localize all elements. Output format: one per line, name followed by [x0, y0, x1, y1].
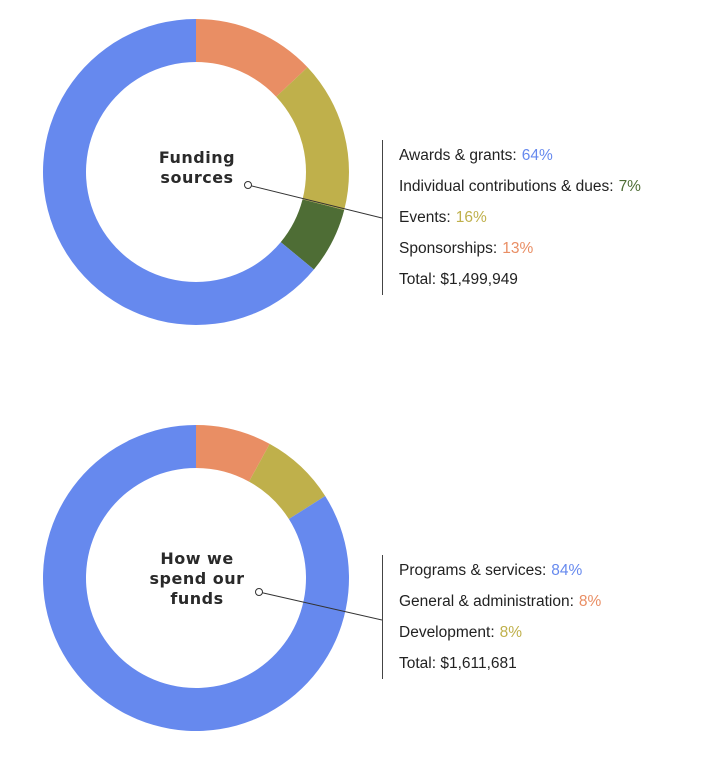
leader-line — [258, 591, 383, 621]
spending-legend: Programs & services: 84% General & adminis… — [382, 555, 601, 679]
legend-item-general-administration: General & administration: 8% — [399, 586, 601, 617]
legend-item-sponsorships: Sponsorships: 13% — [399, 233, 641, 264]
legend-label: Programs & services: — [399, 562, 547, 579]
spending-donut — [42, 425, 383, 731]
legend-label: Events: — [399, 209, 451, 226]
legend-item-programs-services: Programs & services: 84% — [399, 555, 601, 586]
legend-label: General & administration: — [399, 593, 574, 610]
legend-value: 64% — [521, 147, 553, 164]
funding-center-title: Funding sources — [158, 148, 236, 187]
donut-slice-individual-contributions-dues — [280, 199, 345, 270]
legend-item-development: Development: 8% — [399, 617, 601, 648]
legend-item-individual-contributions-dues: Individual contributions & dues: 7% — [399, 171, 641, 202]
legend-value: 16% — [455, 209, 487, 226]
legend-label: Sponsorships: — [399, 240, 498, 257]
legend-item-awards-grants: Awards & grants: 64% — [399, 140, 641, 171]
leader-dot — [244, 181, 252, 189]
leader-dot — [255, 588, 263, 596]
donut-slice-awards-grants — [42, 19, 314, 326]
donut-slice-sponsorships — [196, 19, 308, 97]
legend-label: Development: — [399, 624, 495, 641]
legend-label: Awards & grants: — [399, 147, 517, 164]
legend-value: 8% — [499, 624, 523, 641]
funding-donut — [42, 19, 383, 326]
donut-slice-general-administration — [196, 425, 270, 482]
legend-value: 84% — [551, 562, 583, 579]
legend-item-events: Events: 16% — [399, 202, 641, 233]
leader-line — [247, 184, 383, 219]
legend-value: 7% — [618, 178, 641, 195]
donut-slice-events — [276, 67, 349, 211]
spending-center-title: How we spend our funds — [149, 549, 245, 608]
funding-legend: Awards & grants: 64% Individual contributi… — [382, 140, 641, 295]
donut-slice-development — [248, 443, 326, 520]
legend-value: 8% — [578, 593, 602, 610]
legend-value: 13% — [502, 240, 534, 257]
legend-label: Individual contributions & dues: — [399, 178, 614, 195]
funding-sources-chart: Funding sources Awards & grants: 64% Indiv… — [0, 0, 717, 340]
legend-total: Total: $1,611,681 — [399, 655, 517, 672]
legend-total: Total: $1,499,949 — [399, 271, 518, 288]
spending-chart: How we spend our funds Programs & servic… — [0, 410, 717, 740]
